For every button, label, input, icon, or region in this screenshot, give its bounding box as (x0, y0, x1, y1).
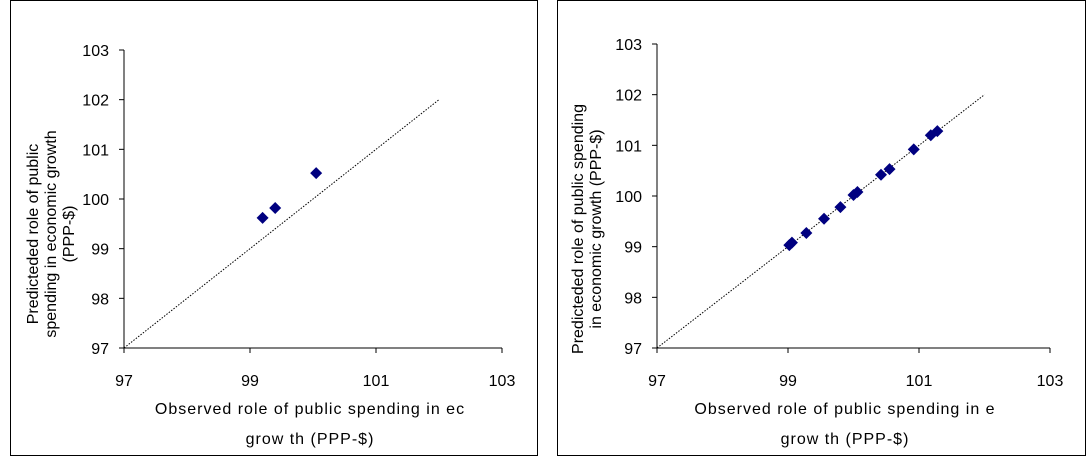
y-axis-title: Predicteded role of public spending (570, 104, 587, 354)
y-tick-label: 97 (624, 341, 642, 358)
y-tick-label: 102 (82, 93, 109, 110)
y-axis-title: spending in economic growth (43, 130, 60, 337)
y-axis-title: in economic growth (PPP-$) (588, 129, 605, 328)
data-point (834, 201, 847, 214)
data-point (883, 163, 896, 176)
data-point (907, 143, 920, 156)
data-point (931, 125, 944, 138)
y-tick-label: 102 (615, 88, 642, 105)
y-tick-label: 99 (624, 240, 642, 257)
data-point (851, 185, 864, 198)
right-chart-panel: 97 98 99 100 101 102 103 97 99 101 103 Observed rol… (557, 0, 1086, 456)
data-point (875, 168, 888, 181)
x-axis-title: grow th (PPP-$) (781, 431, 910, 448)
data-point (310, 167, 323, 180)
y-tick-label: 101 (615, 138, 642, 155)
data-point (818, 212, 831, 225)
x-tick-label: 97 (115, 373, 133, 390)
reference-diagonal-line (123, 99, 440, 349)
data-point (785, 236, 798, 249)
y-tick-label: 100 (82, 192, 109, 209)
data-point (924, 129, 937, 142)
y-tick-label: 99 (91, 242, 109, 259)
x-axis-title: Observed role of public spending in e (694, 401, 995, 418)
right-scatter-chart: 97 98 99 100 101 102 103 97 99 101 103 Observed rol… (570, 37, 1064, 448)
data-point (800, 226, 813, 239)
y-tick-label: 103 (615, 37, 642, 54)
x-tick-label: 97 (648, 373, 666, 390)
x-tick-label: 101 (363, 373, 390, 390)
y-tick-label: 97 (91, 341, 109, 358)
y-tick-label: 98 (91, 291, 109, 308)
x-tick-label: 99 (779, 373, 797, 390)
y-axis-title: (PPP-$) (61, 206, 78, 263)
y-tick-label: 98 (624, 290, 642, 307)
data-point (256, 211, 269, 224)
y-tick-label: 101 (82, 142, 109, 159)
x-axis-title: grow th (PPP-$) (246, 431, 375, 448)
data-point (269, 201, 282, 214)
x-tick-label: 101 (906, 373, 933, 390)
x-tick-label: 99 (241, 373, 259, 390)
y-tick-label: 100 (615, 189, 642, 206)
x-tick-label: 103 (1037, 373, 1064, 390)
x-tick-label: 103 (489, 373, 516, 390)
left-chart-panel: 97 98 99 100 101 102 103 97 99 101 103 Observed rol… (10, 0, 538, 456)
x-axis-title: Observed role of public spending in ec (155, 401, 465, 418)
y-tick-label: 103 (82, 43, 109, 60)
y-axis-title: Predicteded role of public (25, 144, 42, 325)
left-scatter-chart: 97 98 99 100 101 102 103 97 99 101 103 Observed rol… (25, 43, 516, 448)
